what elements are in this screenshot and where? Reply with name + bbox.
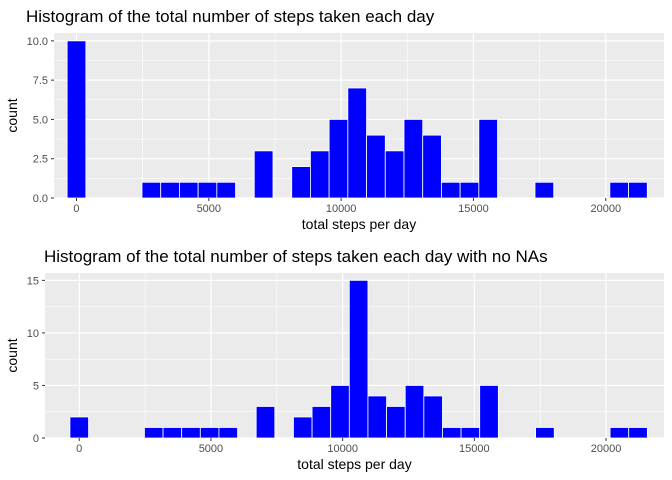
histogram-bar (199, 427, 220, 439)
histogram-bar (403, 119, 424, 199)
y-tick-label: 5 (33, 380, 39, 392)
histogram-bar (328, 119, 349, 199)
histogram-bar (66, 40, 87, 199)
chart-2: 0 5000 10000 15000 20000 0 5 10 15 Histogram of t… (4, 247, 664, 472)
histogram-bar (348, 279, 369, 439)
y-tick-label: 10.0 (27, 36, 48, 48)
y-tick-label: 10 (27, 328, 39, 340)
histogram-bar (441, 181, 461, 199)
histogram-bar (628, 427, 648, 439)
histogram-bar (311, 406, 332, 439)
histogram-bar (609, 181, 629, 199)
histogram-bar (534, 181, 555, 199)
histogram-bar (609, 427, 630, 439)
x-axis-title: total steps per day (297, 456, 411, 472)
histogram-bar (141, 181, 162, 199)
x-tick-label: 10000 (326, 203, 357, 215)
histogram-bar (460, 427, 481, 439)
x-tick-label: 20000 (591, 443, 622, 455)
y-tick-label: 5.0 (33, 114, 48, 126)
histogram-bar (291, 166, 311, 199)
x-tick-label: 20000 (590, 203, 621, 215)
histogram-bar (69, 416, 89, 439)
x-tick-label: 15000 (459, 443, 490, 455)
x-tick-label: 5000 (197, 203, 221, 215)
histogram-bar (253, 150, 274, 199)
histogram-bar (423, 395, 443, 439)
y-tick-label: 0 (33, 433, 39, 445)
histogram-bar (293, 416, 313, 439)
x-tick-label: 10000 (327, 443, 358, 455)
histogram-bar (366, 134, 386, 199)
histogram-bar (347, 87, 367, 199)
y-tick-label: 15 (27, 275, 39, 287)
y-axis-title: count (4, 98, 20, 132)
chart-1: 0 5000 10000 15000 20000 0.0 2.5 5.0 7.5 10.0 Hist… (4, 7, 664, 232)
y-axis-title: count (4, 338, 20, 372)
histogram-bar (422, 134, 442, 199)
histogram-bar (144, 427, 164, 439)
histogram-bar (179, 181, 199, 199)
x-tick-label: 0 (76, 443, 82, 455)
histogram-bar (181, 427, 201, 439)
histogram-bar (160, 181, 180, 199)
histogram-bar (330, 385, 350, 439)
y-tick-label: 0.0 (33, 193, 48, 205)
chart-title: Histogram of the total number of steps t… (26, 7, 435, 26)
histogram-bar (310, 150, 330, 199)
chart-title: Histogram of the total number of steps t… (44, 247, 548, 266)
histogram-bar (384, 150, 405, 199)
x-tick-label: 0 (73, 203, 79, 215)
y-tick-label: 2.5 (33, 154, 48, 166)
histogram-bar (442, 427, 462, 439)
x-tick-label: 5000 (199, 443, 223, 455)
histogram-bar (162, 427, 183, 439)
histogram-bar (404, 385, 425, 439)
histogram-bar (628, 181, 648, 199)
histogram-bar (478, 119, 498, 199)
histogram-bar (216, 181, 236, 199)
x-tick-label: 15000 (458, 203, 489, 215)
histogram-bar (479, 385, 499, 439)
histogram-bar (367, 395, 387, 439)
histogram-bar (197, 181, 218, 199)
histogram-bar (255, 406, 276, 439)
histogram-bar (535, 427, 555, 439)
x-axis-title: total steps per day (302, 216, 416, 232)
histogram-bar (218, 427, 238, 439)
y-tick-label: 7.5 (33, 75, 48, 87)
histogram-bar (386, 406, 406, 439)
histogram-bar (459, 181, 480, 199)
